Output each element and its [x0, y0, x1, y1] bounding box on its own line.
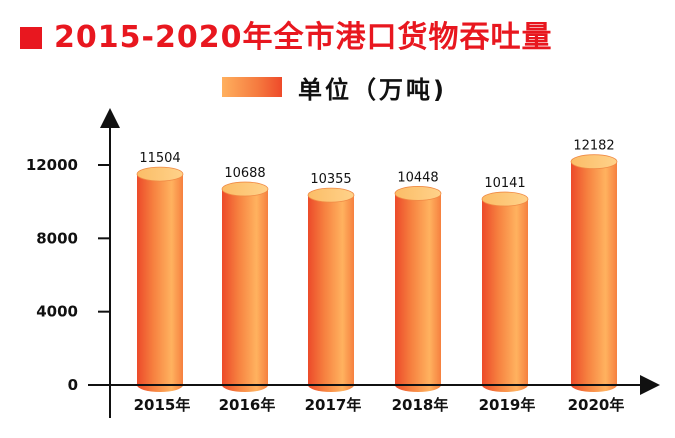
bar-body [308, 195, 354, 392]
bar-2018年 [394, 186, 442, 392]
bar-2020年 [570, 154, 618, 392]
bar-top-cap [307, 187, 355, 203]
y-tick-label: 12000 [26, 156, 78, 174]
bar-body [222, 189, 268, 392]
chart-title: 2015-2020年全市港口货物吞吐量 [54, 20, 553, 55]
data-label: 10355 [310, 172, 351, 187]
x-tick-label: 2015年 [134, 396, 191, 414]
x-tick-label: 2017年 [305, 396, 362, 414]
bar-top-cap [221, 181, 269, 197]
data-label: 10448 [397, 170, 438, 185]
bar-body [395, 193, 441, 392]
data-label: 11504 [139, 151, 180, 166]
legend-swatch [222, 77, 282, 97]
bar-2017年 [307, 187, 355, 392]
y-tick-label: 0 [68, 376, 78, 394]
y-tick-label: 8000 [36, 229, 78, 247]
y-tick-label: 4000 [36, 303, 78, 321]
x-tick-label: 2018年 [392, 396, 449, 414]
legend: 单位（万吨) [222, 72, 447, 104]
x-tick-label: 2016年 [219, 396, 276, 414]
chart-title-block: 2015-2020年全市港口货物吞吐量 [20, 18, 552, 58]
bar-top-cap [136, 166, 184, 182]
title-marker-square [20, 27, 42, 49]
bar-body [482, 199, 528, 392]
bar-body [137, 174, 183, 392]
bar-2015年 [136, 166, 184, 392]
bar-2019年 [481, 191, 529, 392]
bar-body [571, 161, 617, 392]
bar-top-cap [481, 191, 529, 207]
x-tick-label: 2019年 [479, 396, 536, 414]
bar-top-cap [394, 186, 442, 201]
data-label: 10141 [484, 176, 525, 191]
legend-label: 单位（万吨) [298, 75, 447, 104]
bar-top-cap [570, 154, 618, 170]
data-label: 12182 [573, 139, 614, 154]
x-tick-label: 2020年 [568, 396, 625, 414]
data-label: 10688 [224, 166, 265, 181]
bar-2016年 [221, 181, 269, 392]
